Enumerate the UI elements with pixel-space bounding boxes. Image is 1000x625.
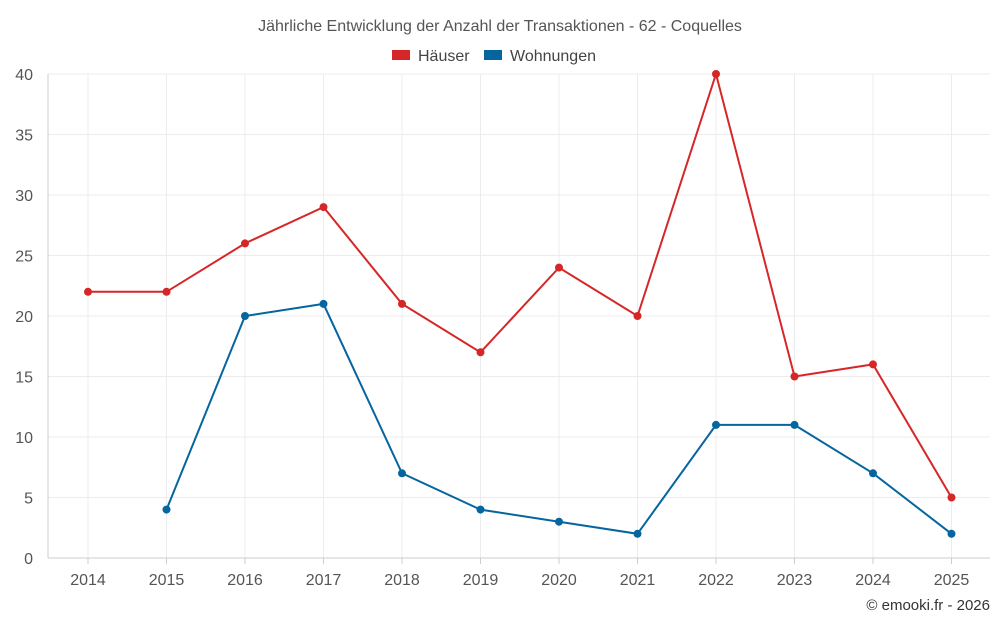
x-tick-label: 2014	[70, 572, 106, 589]
data-point-haeuser[interactable]	[162, 287, 171, 296]
series-line-haeuser	[88, 70, 953, 499]
x-tick-label: 2025	[934, 572, 970, 589]
data-point-wohnungen[interactable]	[398, 469, 406, 478]
x-tick-label: 2022	[698, 572, 734, 589]
credit-text: © emooki.fr - 2026	[866, 597, 990, 614]
data-point-haeuser[interactable]	[241, 239, 249, 248]
data-point-haeuser[interactable]	[84, 287, 92, 296]
chart-title: Jährliche Entwicklung der Anzahl der Tra…	[258, 18, 742, 35]
y-tick-label: 35	[15, 128, 33, 145]
legend: Häuser Wohnungen	[392, 48, 596, 65]
y-tick-label: 0	[24, 551, 33, 568]
data-point-haeuser[interactable]	[712, 70, 720, 78]
x-tick-label: 2016	[227, 572, 263, 589]
data-point-wohnungen[interactable]	[241, 312, 249, 320]
x-tick-label: 2017	[306, 572, 342, 589]
grid	[48, 73, 990, 558]
x-tick-label: 2023	[777, 572, 813, 589]
data-point-haeuser[interactable]	[398, 299, 406, 308]
data-point-haeuser[interactable]	[319, 203, 328, 212]
data-point-wohnungen[interactable]	[947, 529, 956, 538]
series-haeuser	[84, 70, 956, 502]
data-point-haeuser[interactable]	[947, 493, 956, 502]
data-point-haeuser[interactable]	[476, 348, 485, 357]
y-tick-label: 15	[15, 370, 33, 387]
series-wohnungen	[162, 299, 956, 538]
data-point-wohnungen[interactable]	[319, 299, 328, 308]
legend-label-haeuser[interactable]: Häuser	[418, 48, 470, 65]
x-tick-label: 2024	[855, 572, 891, 589]
data-point-wohnungen[interactable]	[790, 420, 799, 429]
x-tick-label: 2019	[463, 572, 499, 589]
y-tick-label: 40	[15, 67, 33, 84]
x-tick-label: 2015	[149, 572, 185, 589]
y-tick-label: 10	[15, 430, 33, 447]
data-point-wohnungen[interactable]	[476, 505, 485, 514]
x-tick-label: 2018	[384, 572, 420, 589]
legend-label-wohnungen[interactable]: Wohnungen	[510, 48, 596, 65]
data-point-wohnungen[interactable]	[633, 529, 642, 538]
y-tick-label: 25	[15, 249, 33, 266]
data-point-haeuser[interactable]	[555, 263, 563, 272]
data-point-wohnungen[interactable]	[555, 517, 563, 526]
data-point-wohnungen[interactable]	[869, 469, 877, 478]
data-point-wohnungen[interactable]	[162, 505, 171, 514]
legend-swatch-wohnungen	[484, 50, 502, 60]
y-tick-label: 5	[24, 491, 33, 508]
y-tick-label: 30	[15, 188, 33, 205]
data-point-haeuser[interactable]	[790, 372, 799, 381]
x-tick-label: 2021	[620, 572, 656, 589]
data-point-haeuser[interactable]	[633, 312, 642, 320]
legend-swatch-haeuser	[392, 50, 410, 60]
series-layer	[84, 70, 956, 538]
data-point-wohnungen[interactable]	[712, 420, 720, 429]
y-tick-label: 20	[15, 309, 33, 326]
x-tick-label: 2020	[541, 572, 577, 589]
data-point-haeuser[interactable]	[869, 360, 877, 369]
